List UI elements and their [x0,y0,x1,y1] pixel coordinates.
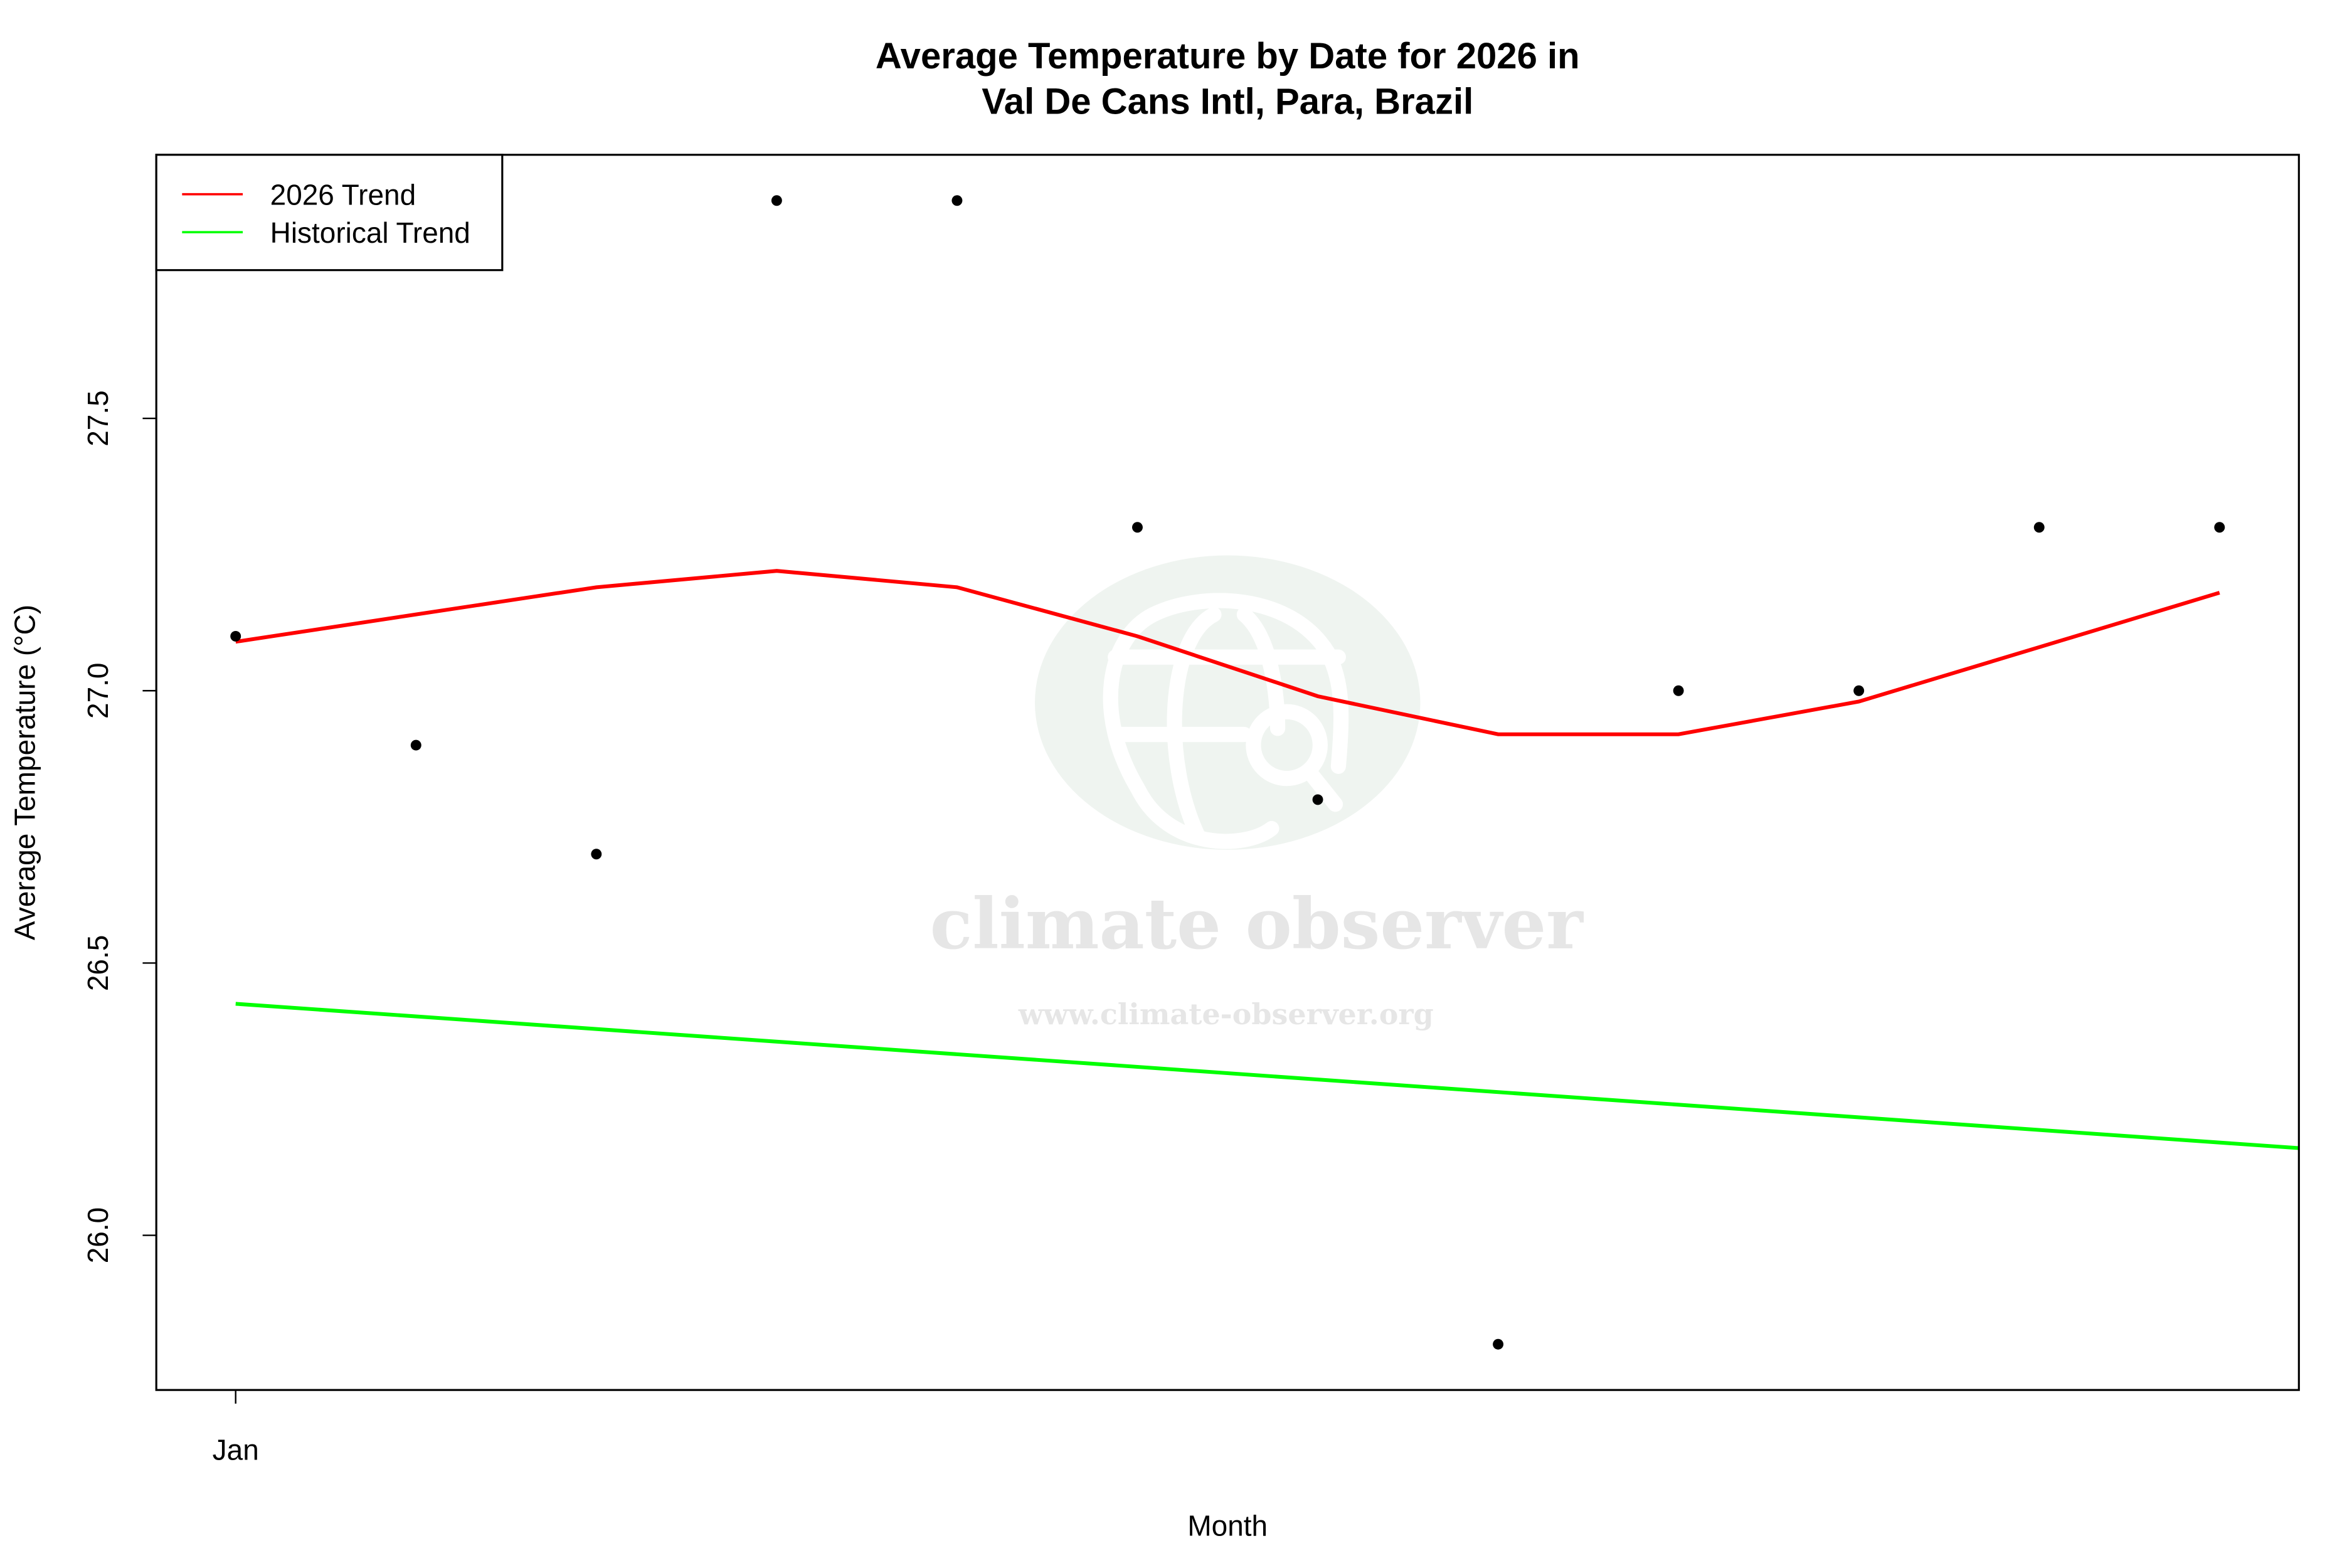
series-line-2026-trend [235,569,2220,736]
x-axis-label: Month [1187,1509,1268,1542]
data-point [410,739,421,751]
y-axis-label: Average Temperature (°C) [9,605,41,940]
watermark-url: www.climate-observer.org [1018,997,1434,1031]
data-point [2033,522,2045,533]
globe-search-icon [1103,593,1349,849]
data-point [1853,685,1865,696]
data-point [591,849,602,860]
data-point [2214,522,2225,533]
legend: 2026 Trend Historical Trend [155,154,504,272]
watermark: climate observer www.climate-observer.or… [930,555,1584,1031]
chart-subtitle: Val De Cans Intl, Para, Brazil [982,81,1473,122]
data-point [1493,1338,1504,1350]
plot-marks [230,195,2299,1350]
data-point [771,195,782,206]
series-line-historical-trend [235,1002,2299,1150]
legend-label-historical-trend: Historical Trend [270,216,470,249]
data-point [230,630,241,642]
legend-label-2026-trend: 2026 Trend [270,179,416,211]
axes: 26.0 26.5 27.0 27.5 Jan [82,390,259,1466]
y-tick-label: 26.5 [82,935,114,991]
y-tick-label: 27.0 [82,663,114,719]
data-point [1673,685,1684,696]
data-point [951,195,963,206]
chart-title: Average Temperature by Date for 2026 in [876,36,1580,77]
data-point [1312,794,1323,805]
legend-box [155,154,504,272]
data-point [1132,522,1143,533]
y-tick-label: 26.0 [82,1207,114,1263]
x-tick-label: Jan [213,1433,259,1466]
y-tick-label: 27.5 [82,390,114,446]
watermark-name: climate observer [930,884,1584,965]
